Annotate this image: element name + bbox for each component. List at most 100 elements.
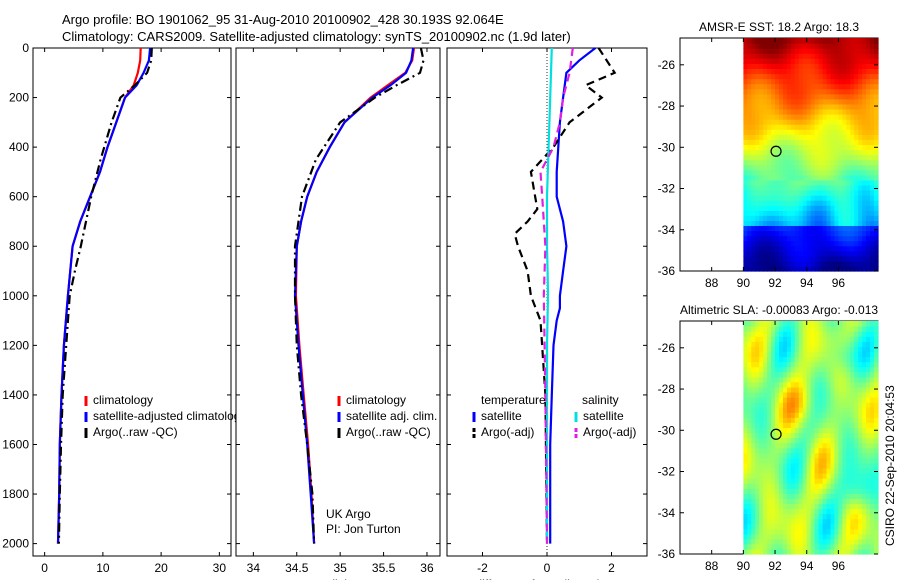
sst-cell: [743, 255, 748, 262]
sla-cell: [834, 422, 839, 428]
sla-cell: [759, 391, 764, 398]
sla-cell: [818, 427, 824, 434]
depth-tick-label: 1800: [2, 487, 29, 501]
sla-cell: [779, 503, 784, 509]
sla-cell: [870, 498, 875, 504]
sst-cell: [806, 179, 812, 186]
sst-cell: [751, 73, 756, 80]
difference-series-temperature-satellite: [549, 47, 597, 544]
sst-cell: [798, 200, 804, 206]
sla-cell: [830, 402, 836, 408]
sst-cell: [786, 159, 792, 166]
sla-cell: [814, 376, 820, 383]
sla-cell: [818, 478, 824, 484]
sla-cell: [818, 473, 824, 479]
sla-cell: [759, 483, 764, 489]
sla-cell: [806, 498, 812, 504]
sla-cell: [834, 493, 839, 499]
sst-cell: [751, 129, 756, 135]
sst-ytick-label: -34: [658, 223, 676, 237]
sla-cell: [870, 503, 875, 509]
sst-cell: [806, 88, 812, 95]
sla-cell: [806, 518, 812, 525]
sst-cell: [822, 240, 828, 247]
sst-cell: [842, 68, 847, 75]
sst-cell: [790, 190, 796, 196]
sla-cell: [854, 422, 859, 428]
sst-cell: [830, 215, 836, 221]
sla-cell: [743, 498, 748, 504]
sla-cell: [786, 528, 792, 535]
sla-cell: [806, 483, 812, 489]
sst-cell: [822, 98, 828, 105]
sst-cell: [830, 205, 836, 211]
sla-cell: [842, 371, 847, 378]
sst-cell: [854, 83, 859, 90]
sla-cell: [806, 321, 812, 327]
sst-cell: [743, 235, 748, 242]
sla-cell: [870, 467, 875, 474]
sst-cell: [866, 68, 871, 75]
sla-cell: [866, 427, 871, 434]
sla-cell: [771, 538, 776, 545]
sla-cell: [858, 366, 863, 373]
sla-cell: [858, 341, 863, 347]
sla-cell: [870, 437, 875, 444]
sla-cell: [866, 442, 871, 449]
sla-cell: [751, 412, 756, 418]
sla-cell: [858, 321, 863, 327]
sla-cell: [743, 417, 748, 423]
sst-cell: [763, 205, 768, 211]
sla-cell: [759, 331, 764, 337]
sst-cell: [759, 159, 764, 166]
sla-cell: [870, 381, 875, 388]
sla-cell: [858, 483, 863, 489]
sst-cell: [830, 245, 836, 252]
sst-cell: [743, 119, 748, 125]
sla-cell: [771, 442, 776, 449]
sst-cell: [826, 63, 832, 69]
sla-cell: [826, 543, 832, 550]
sst-cell: [802, 103, 808, 110]
sla-cell: [842, 523, 847, 530]
sst-cell: [767, 93, 772, 100]
sla-cell: [822, 518, 828, 525]
sla-cell: [862, 437, 867, 444]
sst-cell: [759, 119, 764, 125]
sst-cell: [850, 124, 855, 130]
sst-cell: [783, 63, 788, 69]
sst-cell: [810, 265, 816, 272]
sst-cell: [794, 98, 800, 105]
sst-cell: [806, 260, 812, 267]
sla-cell: [771, 371, 776, 378]
sla-cell: [802, 442, 808, 449]
sst-cell: [759, 184, 764, 191]
sla-cell: [826, 437, 832, 444]
sla-cell: [822, 493, 828, 499]
sst-cell: [874, 210, 879, 216]
sla-cell: [830, 447, 836, 454]
sla-cell: [822, 391, 828, 398]
sst-cell: [834, 255, 839, 262]
sst-cell: [783, 230, 788, 237]
sst-cell: [790, 119, 796, 125]
sst-cell: [759, 98, 764, 105]
sst-cell: [842, 164, 847, 171]
sst-cell: [775, 98, 780, 105]
sst-cell: [763, 48, 768, 54]
sst-cell: [870, 240, 875, 247]
sst-cell: [814, 38, 820, 44]
sst-cell: [747, 38, 752, 44]
sst-cell: [830, 240, 836, 247]
sla-cell: [834, 538, 839, 545]
sst-cell: [786, 190, 792, 196]
sla-cell: [858, 447, 863, 454]
sla-cell: [806, 508, 812, 515]
sla-cell: [802, 493, 808, 499]
sla-cell: [870, 422, 875, 428]
sst-cell: [842, 78, 847, 85]
sst-cell: [806, 73, 812, 80]
sst-cell: [747, 139, 752, 145]
sla-cell: [751, 548, 756, 555]
sst-cell: [870, 98, 875, 105]
